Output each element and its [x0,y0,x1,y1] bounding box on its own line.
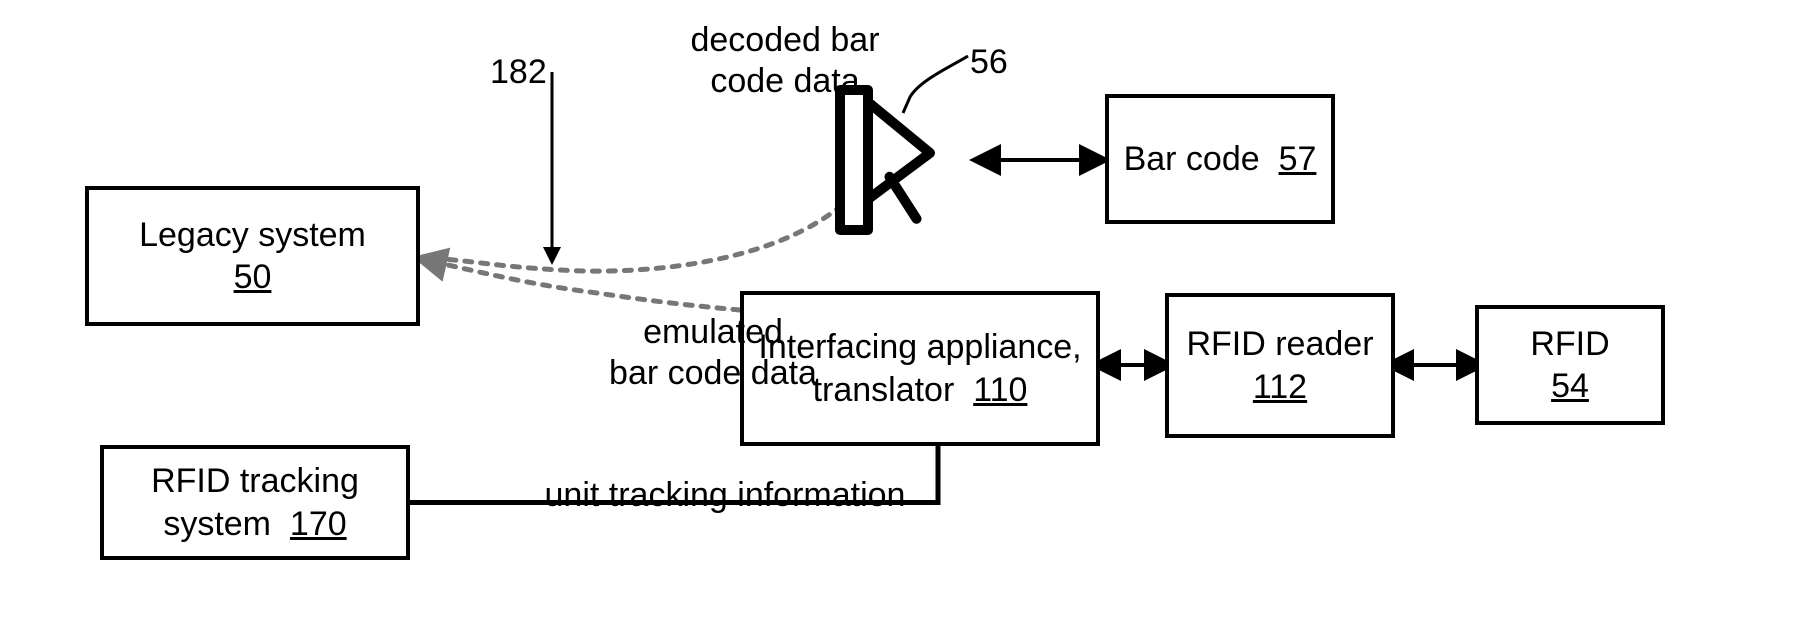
label-tracking-info: unit tracking information [500,475,950,516]
label-decoded-data: decoded bar code data [660,20,910,102]
node-label: Bar code [1124,140,1260,178]
label-line: bar code data [609,354,817,392]
node-refnum: 170 [290,505,347,543]
label-line: 182 [490,53,547,91]
node-tracking-system: RFID tracking system 170 [100,445,410,560]
scanner-icon [840,90,930,230]
refnum-56: 56 [970,42,1008,83]
node-rfid: RFID 54 [1475,305,1665,425]
node-label: RFID [1530,325,1609,363]
label-line: unit tracking information [545,476,906,514]
node-refnum: 110 [973,371,1027,409]
node-rfid-reader: RFID reader 112 [1165,293,1395,438]
path-scanner-to-legacy [426,205,842,271]
label-line: 56 [970,43,1008,81]
node-bar-code: Bar code 57 [1105,94,1335,224]
node-label: RFID reader [1186,325,1373,363]
refnum-182: 182 [490,52,547,93]
label-line: decoded bar [690,21,879,59]
path-appliance-to-legacy [426,260,740,310]
leader-56 [903,56,968,113]
node-refnum: 50 [234,258,272,296]
node-refnum: 57 [1279,140,1317,178]
node-label: Legacy system [139,216,366,254]
label-line: code data [710,62,859,100]
node-refnum: 54 [1551,367,1589,405]
node-refnum: 112 [1253,368,1307,406]
node-legacy-system: Legacy system 50 [85,186,420,326]
diagram-canvas: Legacy system 50 RFID tracking system 17… [0,0,1820,637]
label-line: emulated [643,313,783,351]
label-emulated-data: emulated bar code data [538,312,888,394]
